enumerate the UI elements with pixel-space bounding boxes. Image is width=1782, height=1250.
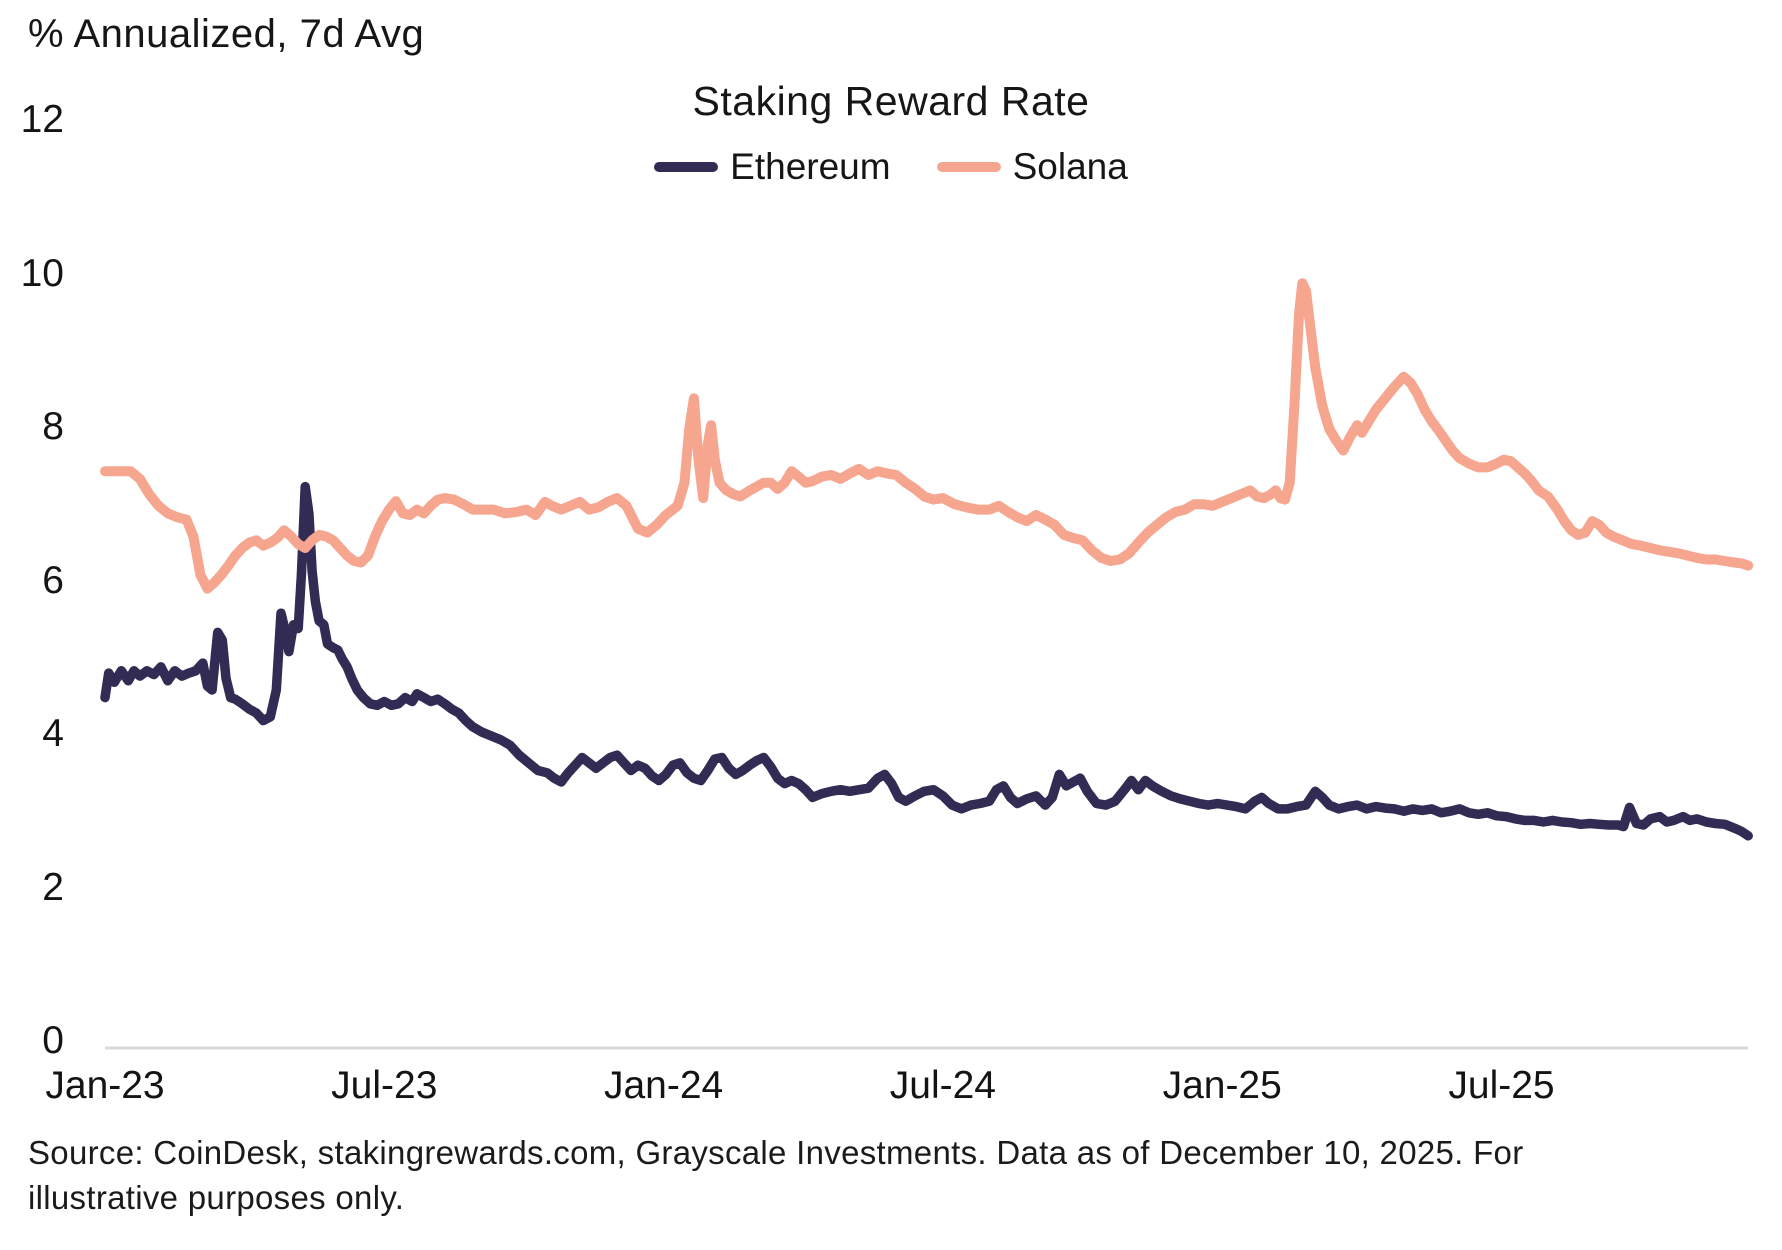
legend-item-solana: Solana (936, 146, 1128, 188)
y-tick-label: 6 (42, 558, 64, 602)
legend-item-ethereum: Ethereum (654, 146, 891, 188)
x-tick-label: Jan-23 (45, 1064, 165, 1107)
x-tick-label: Jul-23 (331, 1064, 438, 1107)
ethereum-line (100, 481, 1753, 841)
ethereum-line-swatch (654, 162, 719, 172)
source-note: Source: CoinDesk, stakingrewards.com, Gr… (28, 1130, 1528, 1220)
legend-label-ethereum: Ethereum (730, 146, 891, 187)
solana-line (100, 278, 1754, 594)
legend-label-solana: Solana (1012, 146, 1128, 187)
y-tick-label: 12 (20, 98, 64, 142)
y-tick-label: 10 (20, 251, 64, 295)
y-tick-label: 0 (42, 1019, 64, 1063)
legend: Ethereum Solana (0, 146, 1782, 188)
x-tick-label: Jan-25 (1162, 1064, 1282, 1107)
source-line-1: Source: CoinDesk, stakingrewards.com, Gr… (28, 1134, 1524, 1171)
source-line-2: illustrative purposes only. (28, 1179, 405, 1216)
x-tick-label: Jan-24 (603, 1064, 724, 1107)
y-axis-unit-label: % Annualized, 7d Avg (28, 12, 425, 56)
x-tick-label: Jul-24 (889, 1064, 997, 1107)
solana-line-swatch (936, 162, 1001, 172)
y-tick-label: 2 (42, 865, 64, 909)
y-tick-label: 4 (42, 712, 64, 756)
chart-title: Staking Reward Rate (692, 78, 1090, 124)
y-tick-label: 8 (42, 405, 64, 449)
x-tick-label: Jul-25 (1448, 1064, 1555, 1107)
